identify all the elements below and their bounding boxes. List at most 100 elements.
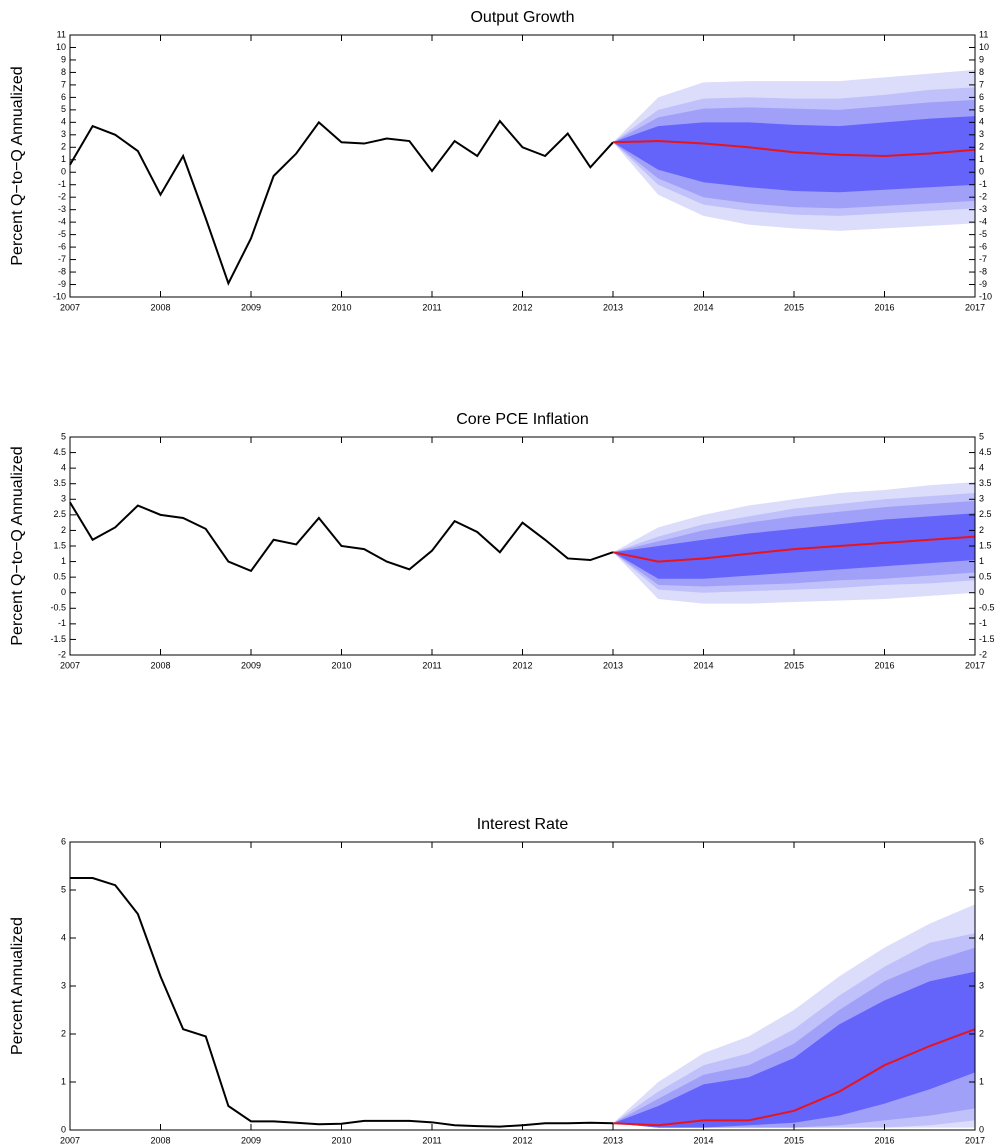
- y-tick-label-right: 11: [979, 29, 988, 39]
- y-tick-label-right: 1.5: [979, 540, 992, 550]
- y-tick-label: 0: [61, 167, 66, 177]
- y-tick-label: -1.5: [50, 634, 66, 644]
- x-tick-label: 2015: [784, 660, 804, 670]
- y-tick-label-right: 1: [979, 154, 984, 164]
- y-tick-label: 3: [61, 494, 66, 504]
- y-tick-label-right: 5: [979, 431, 984, 441]
- y-tick-label-right: -2: [979, 192, 987, 202]
- y-tick-label-right: 5: [979, 104, 984, 114]
- y-tick-label: 5: [61, 104, 66, 114]
- x-tick-label: 2011: [422, 302, 441, 312]
- y-tick-label-right: 0.5: [979, 572, 992, 582]
- y-tick-label-right: 5: [979, 884, 984, 894]
- forecast-line: [612, 140, 976, 158]
- y-tick-label: -3: [58, 204, 66, 214]
- x-tick-label: 2010: [331, 660, 351, 670]
- y-tick-label-right: 3: [979, 494, 984, 504]
- y-tick-label: 11: [57, 29, 66, 39]
- y-tick-label: 7: [61, 79, 66, 89]
- y-tick-label-right: 2: [979, 1028, 984, 1038]
- y-tick-label-right: 0: [979, 587, 984, 597]
- x-tick-label: 2008: [150, 302, 170, 312]
- chart-panel: Interest Rate Percent Annualized 0 0 1 1 2 2 3 3 4…: [9, 816, 985, 1145]
- y-tick-label: -5: [58, 229, 66, 239]
- y-tick-label-right: -8: [979, 266, 987, 276]
- y-tick-label: 2.5: [53, 509, 66, 519]
- y-tick-label-right: 4: [979, 117, 984, 127]
- y-tick-label-right: 7: [979, 79, 984, 89]
- y-tick-label-right: -10: [979, 291, 992, 301]
- forecast-line: [612, 535, 976, 563]
- y-tick-label-right: -2: [979, 649, 987, 659]
- y-tick-label-right: 9: [979, 54, 984, 64]
- y-tick-label: 2: [61, 525, 66, 535]
- y-tick-label-right: 0: [979, 1124, 984, 1134]
- y-tick-label: -0.5: [50, 603, 66, 613]
- x-tick-label: 2011: [422, 1135, 441, 1145]
- y-tick-label: 3.5: [53, 478, 66, 488]
- y-tick-label: -1: [58, 179, 66, 189]
- y-tick-label-right: -9: [979, 279, 987, 289]
- y-tick-label: 9: [61, 54, 66, 64]
- x-tick-label: 2011: [422, 660, 441, 670]
- x-tick-label: 2012: [512, 302, 532, 312]
- y-tick-label-right: -3: [979, 204, 987, 214]
- y-tick-label: 4: [61, 932, 66, 942]
- chart-panel: Output Growth Percent Q−to−Q Annualized -1…: [9, 9, 992, 312]
- y-tick-label: 2: [61, 142, 66, 152]
- history-line: [69, 501, 614, 573]
- y-tick-label-right: 4: [979, 932, 984, 942]
- x-tick-label: 2016: [874, 660, 894, 670]
- fan-band: [613, 116, 975, 193]
- y-axis-label: Percent Q−to−Q Annualized: [9, 66, 26, 265]
- y-tick-label-right: 4.5: [979, 447, 992, 457]
- x-tick-label: 2014: [693, 1135, 713, 1145]
- y-tick-label: -8: [58, 266, 66, 276]
- x-tick-label: 2017: [965, 1135, 985, 1145]
- y-tick-label-right: 10: [979, 42, 989, 52]
- y-tick-label-right: -0.5: [979, 603, 995, 613]
- chart-panel: Core PCE Inflation Percent Q−to−Q Annuali…: [9, 411, 994, 670]
- fan-band: [613, 971, 975, 1128]
- y-tick-label-right: 2.5: [979, 509, 992, 519]
- chart-title: Interest Rate: [477, 816, 569, 833]
- x-tick-label: 2015: [784, 1135, 804, 1145]
- y-tick-label-right: 6: [979, 92, 984, 102]
- y-tick-label-right: 3: [979, 980, 984, 990]
- y-tick-label-right: -6: [979, 241, 987, 251]
- x-tick-label: 2009: [241, 660, 261, 670]
- y-tick-label: 4.5: [53, 447, 66, 457]
- y-tick-label: 1.5: [53, 540, 66, 550]
- x-tick-label: 2007: [60, 302, 80, 312]
- y-tick-label: 3: [61, 129, 66, 139]
- y-tick-label-right: 6: [979, 836, 984, 846]
- x-tick-label: 2008: [150, 660, 170, 670]
- x-tick-label: 2013: [603, 1135, 623, 1145]
- y-tick-label-right: -1.5: [979, 634, 995, 644]
- y-tick-label: 1: [61, 556, 66, 566]
- x-tick-label: 2017: [965, 302, 985, 312]
- y-tick-label-right: 2: [979, 142, 984, 152]
- x-tick-label: 2012: [512, 660, 532, 670]
- y-tick-label: -4: [58, 217, 66, 227]
- x-tick-label: 2017: [965, 660, 985, 670]
- x-tick-label: 2010: [331, 1135, 351, 1145]
- y-axis-label: Percent Annualized: [9, 917, 26, 1055]
- y-tick-label-right: -7: [979, 254, 987, 264]
- y-tick-label: -6: [58, 241, 66, 251]
- y-tick-label: 1: [61, 154, 66, 164]
- x-tick-label: 2008: [150, 1135, 170, 1145]
- x-tick-label: 2012: [512, 1135, 532, 1145]
- y-tick-label: 6: [61, 92, 66, 102]
- x-tick-label: 2013: [603, 660, 623, 670]
- fan-band: [613, 513, 975, 579]
- y-tick-label: 8: [61, 67, 66, 77]
- x-tick-label: 2014: [693, 660, 713, 670]
- y-tick-label-right: 4: [979, 463, 984, 473]
- y-axis-label: Percent Q−to−Q Annualized: [9, 446, 26, 645]
- history-line: [70, 877, 614, 1128]
- y-tick-label: -7: [58, 254, 66, 264]
- x-tick-label: 2010: [331, 302, 351, 312]
- x-tick-label: 2015: [784, 302, 804, 312]
